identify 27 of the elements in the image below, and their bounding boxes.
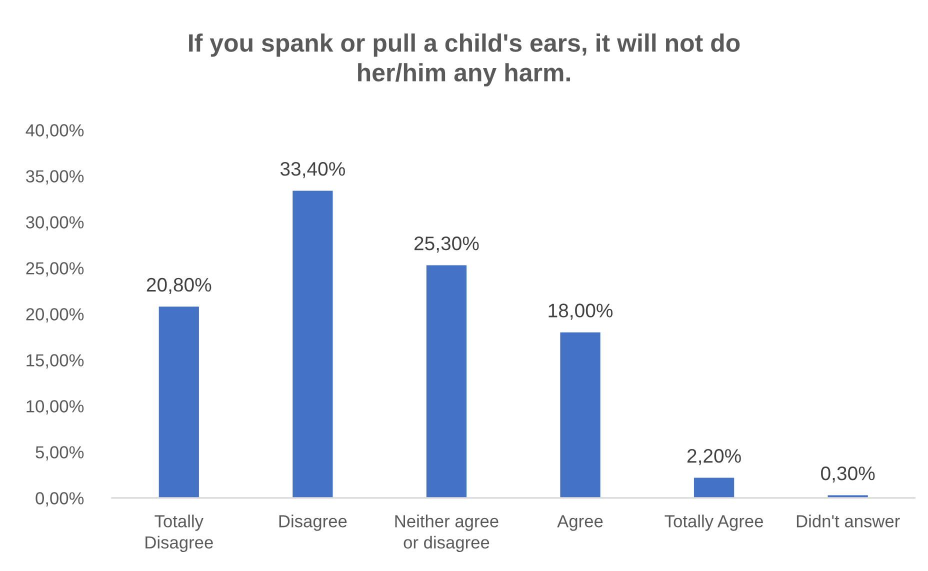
y-tick-label: 30,00%	[26, 216, 84, 231]
x-tick-label: Disagree	[279, 514, 347, 531]
x-tick-label: Didn't answer	[796, 514, 900, 528]
y-tick-label: 25,00%	[26, 262, 84, 277]
y-tick-label: 40,00%	[26, 124, 84, 139]
y-tick-label: 20,00%	[26, 308, 84, 323]
y-tick-label: 10,00%	[26, 400, 84, 414]
x-tick-label: Neither agree or disagree	[395, 514, 498, 552]
y-tick-label: 5,00%	[36, 446, 84, 460]
x-tick-label: Totally Disagree	[146, 514, 213, 552]
data-label: 0,30%	[821, 466, 875, 483]
x-tick-label: Agree	[557, 515, 603, 531]
x-tick-label: Totally Agree	[664, 514, 763, 531]
data-label: 25,30%	[414, 236, 479, 253]
bar	[426, 265, 467, 498]
chart-title: If you spank or pull a child's ears, it will not do her/him any harm.	[189, 33, 740, 86]
y-tick-label: 15,00%	[26, 354, 84, 368]
y-tick-label: 35,00%	[26, 170, 84, 185]
data-label: 33,40%	[280, 162, 345, 178]
data-label: 2,20%	[687, 449, 741, 466]
bar	[694, 478, 734, 498]
data-label: 20,80%	[146, 278, 212, 294]
y-tick-label: 0,00%	[36, 492, 84, 506]
bar	[292, 190, 333, 498]
data-label: 18,00%	[548, 304, 613, 320]
bar	[560, 332, 600, 498]
bar	[158, 306, 199, 498]
